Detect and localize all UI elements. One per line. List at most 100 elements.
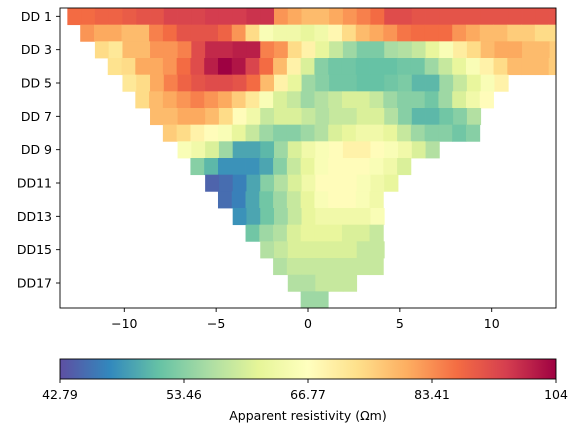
heatmap-cell [479, 91, 494, 109]
heatmap-cell [479, 58, 494, 76]
heatmap-cell [424, 24, 439, 42]
heatmap-cell [274, 141, 289, 159]
heatmap-cell [260, 174, 275, 192]
heatmap-cell [314, 224, 329, 242]
heatmap-cell [370, 8, 385, 26]
heatmap-cell [493, 24, 508, 42]
heatmap-cell [411, 108, 426, 126]
heatmap-cell [439, 108, 454, 126]
heatmap-cell [274, 241, 289, 259]
heatmap-cell [424, 124, 439, 142]
heatmap-cell [466, 74, 482, 92]
heatmap-cell [438, 124, 453, 142]
heatmap-cell [341, 224, 357, 242]
heatmap-cell [370, 108, 385, 126]
heatmap-cell [177, 74, 192, 92]
heatmap-cell [231, 91, 246, 109]
heatmap-cell [411, 141, 426, 159]
heatmap-cell [369, 124, 384, 142]
heatmap-cell [424, 58, 439, 76]
heatmap-cell [274, 74, 289, 92]
heatmap-cell [384, 141, 399, 159]
heatmap-cell [67, 8, 82, 26]
heatmap-cell [453, 8, 468, 26]
heatmap-cell [300, 158, 315, 176]
heatmap-cell [549, 41, 557, 59]
heatmap-cell [191, 108, 206, 126]
heatmap-cell [245, 24, 260, 42]
heatmap-cell [190, 91, 205, 109]
heatmap-cell [315, 108, 330, 126]
heatmap-cell [300, 24, 315, 42]
heatmap-cell [149, 91, 164, 109]
heatmap-cell [315, 74, 330, 92]
heatmap-cell [245, 58, 260, 76]
heatmap-cell [342, 208, 358, 226]
heatmap-cell [122, 8, 137, 26]
heatmap-cell [176, 58, 191, 76]
heatmap-cell [217, 124, 233, 142]
heatmap-cell [231, 24, 246, 42]
heatmap-cell [232, 208, 247, 226]
heatmap-cell [341, 24, 357, 42]
heatmap-cell [177, 141, 192, 159]
heatmap-cell [107, 58, 122, 76]
heatmap-cell [328, 91, 343, 109]
heatmap-cell [245, 191, 260, 209]
heatmap-cell [190, 58, 205, 76]
heatmap-cell [300, 191, 315, 209]
heatmap-cell [369, 24, 384, 42]
x-tick-label: 0 [304, 316, 312, 331]
heatmap-cell [383, 91, 398, 109]
heatmap-cell [177, 41, 192, 59]
heatmap-cell [301, 208, 316, 226]
heatmap-cell [369, 91, 384, 109]
heatmap-cell [273, 58, 288, 76]
heatmap-cell [259, 191, 274, 209]
heatmap-cell [314, 191, 329, 209]
heatmap-cell [315, 241, 330, 259]
heatmap-cell [341, 158, 357, 176]
heatmap-cell [94, 41, 110, 59]
heatmap-cell [231, 124, 246, 142]
heatmap-cell [163, 108, 178, 126]
heatmap-cell [135, 58, 150, 76]
heatmap-cell [136, 8, 151, 26]
heatmap-cell [398, 141, 413, 159]
heatmap-cell [205, 108, 220, 126]
heatmap-cell [314, 291, 329, 309]
heatmap-cell [218, 174, 234, 192]
heatmap-cell [329, 174, 344, 192]
heatmap-cell [274, 174, 289, 192]
heatmap-cell [300, 291, 315, 309]
heatmap-cell [260, 8, 275, 26]
heatmap-cell [300, 124, 315, 142]
heatmap-cell [329, 208, 344, 226]
heatmap-cell [163, 8, 178, 26]
heatmap-cell [176, 91, 191, 109]
heatmap-cell [342, 74, 358, 92]
heatmap-cell [465, 124, 481, 142]
heatmap-cell [287, 41, 302, 59]
heatmap-cell [286, 24, 302, 42]
heatmap-cell [301, 108, 316, 126]
heatmap-cell [466, 41, 482, 59]
heatmap-cell [301, 241, 316, 259]
heatmap-cell [397, 158, 412, 176]
heatmap-cell [217, 58, 233, 76]
heatmap-cell [341, 258, 357, 276]
heatmap-cell [342, 141, 358, 159]
heatmap-cell [246, 141, 261, 159]
heatmap-cell [190, 24, 205, 42]
heatmap-cell [398, 8, 413, 26]
heatmap-cell [150, 74, 165, 92]
heatmap-cell [162, 91, 178, 109]
heatmap-cell [508, 41, 523, 59]
heatmap-cell [163, 41, 178, 59]
heatmap-cell [218, 8, 234, 26]
y-tick-label: DD17 [17, 276, 52, 291]
heatmap-cell [355, 58, 370, 76]
heatmap-cell [259, 91, 274, 109]
heatmap-cell [370, 141, 385, 159]
heatmap-cell [480, 74, 495, 92]
